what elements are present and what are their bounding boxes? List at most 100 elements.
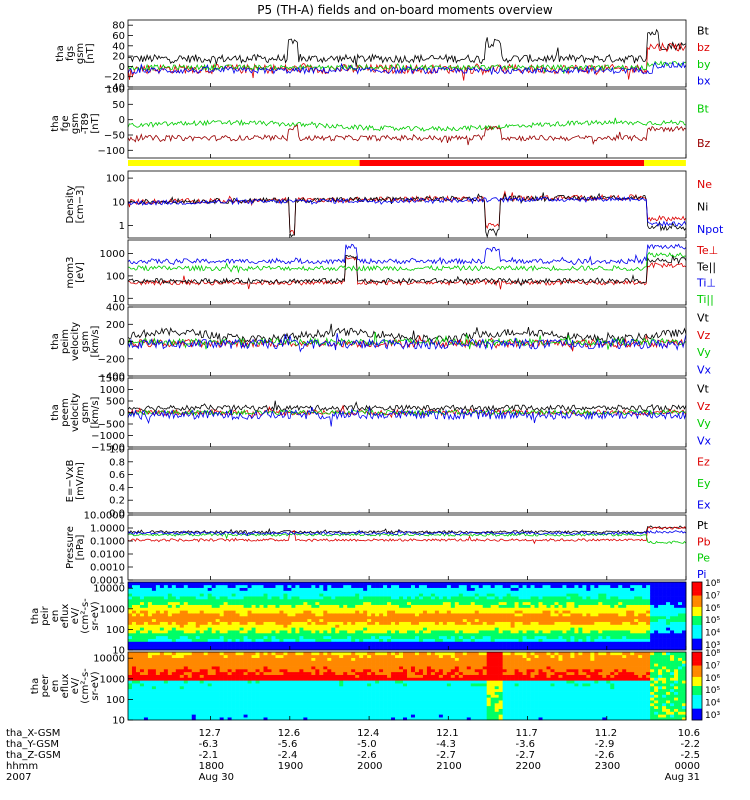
- spectrogram-cell: [139, 607, 145, 611]
- spectrogram-cell: [307, 674, 312, 678]
- spectrogram-cell: [486, 584, 491, 588]
- spectrogram-cell: [259, 669, 264, 673]
- spectrogram-cell: [606, 613, 611, 617]
- spectrogram-cell: [319, 652, 324, 656]
- spectrogram-cell: [139, 638, 145, 642]
- spectrogram-cell: [315, 660, 320, 664]
- spectrogram-cell: [566, 621, 571, 625]
- spectrogram-cell: [638, 604, 643, 608]
- spectrogram-cell: [678, 590, 683, 594]
- spectrogram-cell: [207, 657, 212, 661]
- spectrogram-cell: [255, 599, 260, 603]
- spectrogram-cell: [590, 590, 595, 594]
- spectrogram-cell: [614, 616, 619, 620]
- spectrogram-cell: [494, 616, 499, 620]
- y-tick-label: 10: [112, 294, 125, 305]
- spectrogram-cell: [458, 621, 464, 625]
- spectrogram-cell: [486, 587, 491, 591]
- spectrogram-cell: [462, 644, 468, 648]
- spectrogram-cell: [327, 641, 332, 645]
- spectrogram-cell: [303, 700, 308, 704]
- y-tick-label: −50: [104, 131, 125, 142]
- spectrogram-cell: [506, 618, 511, 622]
- spectrogram-cell: [271, 621, 276, 625]
- series-line-fge-1: [127, 123, 687, 146]
- spectrogram-cell: [470, 633, 476, 637]
- spectrogram-cell: [646, 604, 651, 608]
- spectrogram-cell: [303, 714, 308, 718]
- spectrogram-cell: [283, 641, 288, 645]
- spectrogram-cell: [163, 582, 169, 586]
- spectrogram-cell: [183, 601, 189, 605]
- spectrogram-cell: [219, 638, 224, 642]
- spectrogram-cell: [319, 618, 324, 622]
- spectrogram-cell: [223, 638, 228, 642]
- spectrogram-cell: [311, 708, 316, 712]
- spectrogram-cell: [175, 691, 181, 695]
- spectrogram-cell: [179, 621, 185, 625]
- spectrogram-cell: [203, 686, 209, 690]
- spectrogram-cell: [462, 593, 468, 597]
- spectrogram-cell: [131, 714, 137, 718]
- spectrogram-cell: [351, 627, 356, 631]
- spectrogram-cell: [399, 593, 404, 597]
- spectrogram-cell: [295, 717, 300, 721]
- legend-entry: Bz: [697, 137, 711, 150]
- spectrogram-cell: [271, 582, 276, 586]
- spectrogram-cell: [259, 630, 264, 634]
- spectrogram-cell: [131, 652, 137, 656]
- spectrogram-cell: [267, 587, 272, 591]
- spectrogram-cell: [283, 593, 288, 597]
- spectrogram-cell: [167, 666, 173, 670]
- spectrogram-cell: [187, 607, 193, 611]
- spectrogram-cell: [187, 610, 193, 614]
- spectrogram-cell: [550, 587, 555, 591]
- spectrogram-cell: [139, 711, 145, 715]
- spectrogram-cell: [598, 633, 603, 637]
- ylabel-line: gsm: [80, 331, 91, 352]
- spectrogram-cell: [331, 686, 336, 690]
- spectrogram-cell: [323, 644, 328, 648]
- spectrogram-cell: [147, 638, 153, 642]
- spectrogram-cell: [578, 618, 583, 622]
- spectrogram-cell: [327, 694, 332, 698]
- spectrogram-cell: [470, 584, 476, 588]
- spectrogram-cell: [626, 621, 631, 625]
- spectrogram-cell: [371, 635, 376, 639]
- spectrogram-cell: [387, 607, 392, 611]
- spectrogram-cell: [187, 654, 193, 658]
- spectrogram-cell: [187, 683, 193, 687]
- spectrogram-cell: [335, 644, 340, 648]
- spectrogram-cell: [646, 584, 651, 588]
- spectrogram-cell: [223, 652, 228, 656]
- spectrogram-cell: [367, 635, 372, 639]
- spectrogram-cell: [446, 616, 452, 620]
- spectrogram-cell: [418, 604, 424, 608]
- spectrogram-cell: [602, 587, 607, 591]
- spectrogram-cell: [574, 607, 579, 611]
- spectrogram-cell: [343, 599, 348, 603]
- spectrogram-cell: [391, 624, 396, 628]
- spectrogram-cell: [279, 630, 284, 634]
- colorbar-swatch: [692, 593, 702, 596]
- spectrogram-cell: [191, 691, 197, 695]
- spectrogram-cell: [267, 593, 272, 597]
- y-tick-label: 0.6: [109, 470, 125, 481]
- spectrogram-cell: [295, 666, 300, 670]
- spectrogram-cell: [179, 618, 185, 622]
- spectrogram-cell: [283, 694, 288, 698]
- spectrogram-cell: [331, 671, 336, 675]
- spectrogram-cell: [243, 601, 248, 605]
- spectrogram-cell: [458, 624, 464, 628]
- spectrogram-cell: [251, 635, 256, 639]
- spectrogram-cell: [291, 711, 296, 715]
- spectrogram-cell: [183, 630, 189, 634]
- spectrogram-cell: [662, 599, 667, 603]
- spectrogram-cell: [191, 638, 197, 642]
- spectrogram-cell: [426, 593, 432, 597]
- spectrogram-cell: [363, 607, 368, 611]
- spectrogram-cell: [518, 604, 523, 608]
- spectrogram-cell: [143, 616, 149, 620]
- spectrogram-cell: [602, 635, 607, 639]
- spectrogram-cell: [203, 610, 209, 614]
